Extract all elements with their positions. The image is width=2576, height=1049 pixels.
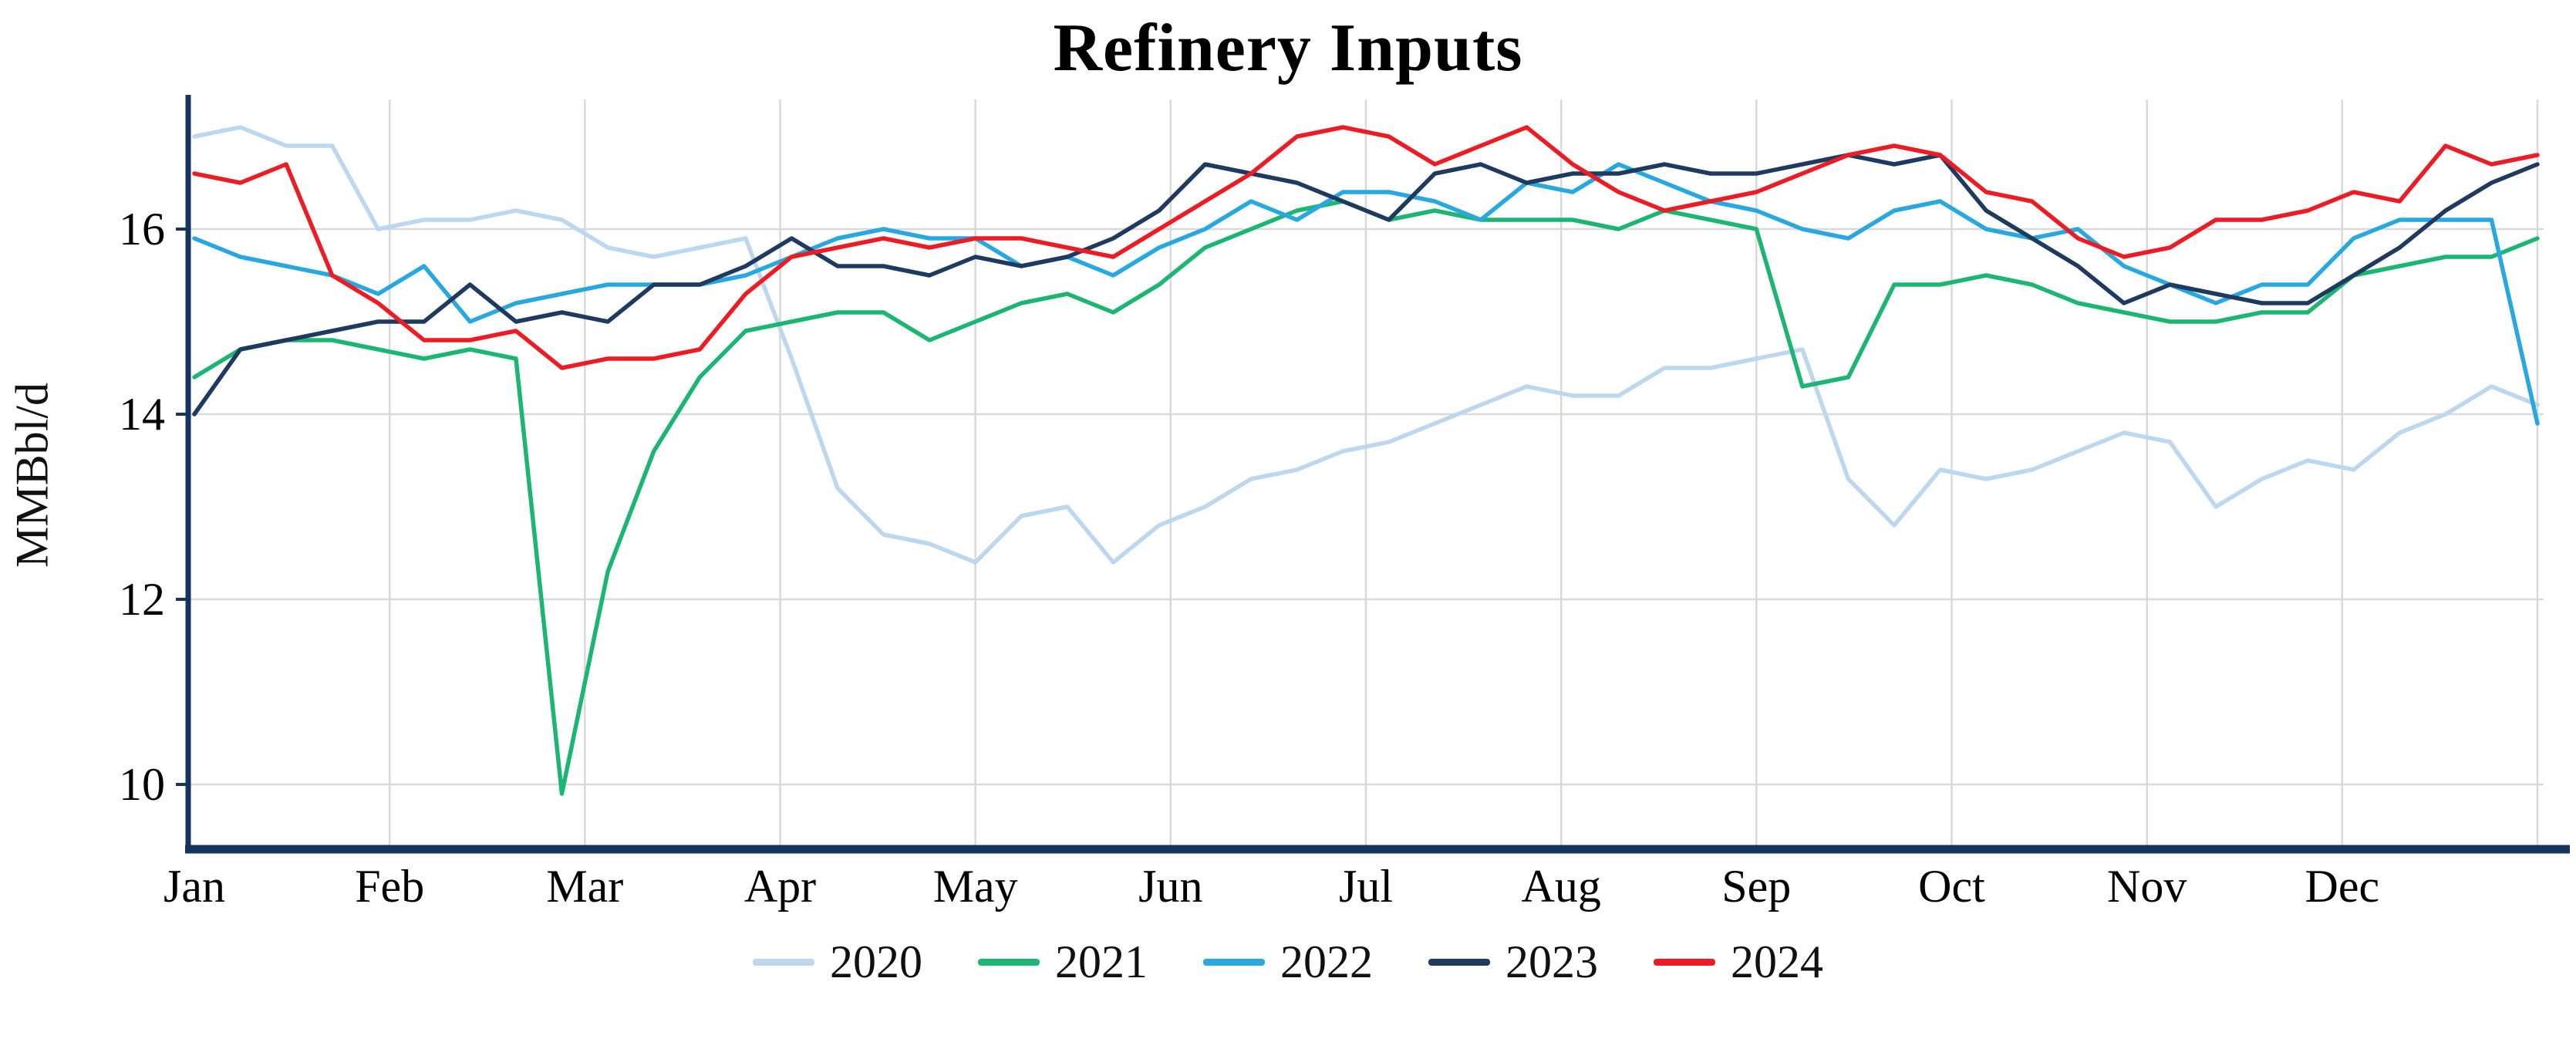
x-tick-label-may: May	[933, 861, 1018, 912]
x-tick-label-jul: Jul	[1339, 861, 1393, 912]
legend-swatch-2023	[1428, 959, 1490, 966]
x-tick-label-jan: Jan	[164, 861, 225, 912]
y-tick-label: 16	[119, 204, 165, 255]
legend-label-2023: 2023	[1505, 936, 1598, 987]
x-tick-label-oct: Oct	[1918, 861, 1985, 912]
x-tick-label-feb: Feb	[355, 861, 424, 912]
legend-swatch-2024	[1654, 959, 1715, 966]
line-chart: 10 12 14 16 Jan Feb Mar Apr May Jun Jul Aug Sep Oct No…	[119, 95, 2570, 912]
x-tick-label-aug: Aug	[1522, 861, 1601, 912]
x-tick-label-jun: Jun	[1138, 861, 1202, 912]
series-line-2024	[192, 125, 2540, 370]
legend-label-2022: 2022	[1280, 936, 1373, 987]
y-tick-label: 12	[119, 574, 165, 625]
x-tick-label-sep: Sep	[1721, 861, 1791, 912]
legend-label-2021: 2021	[1055, 936, 1148, 987]
y-tick-label: 10	[119, 759, 165, 810]
y-tick-label: 14	[119, 389, 165, 440]
series-line-2022	[192, 162, 2540, 426]
x-tick-label-dec: Dec	[2305, 861, 2380, 912]
legend-item-2021: 2021	[978, 936, 1148, 989]
series-line-2020	[192, 125, 2540, 565]
legend-label-2020: 2020	[830, 936, 922, 987]
chart-legend: 2020 2021 2022 2023 2024	[0, 936, 2576, 989]
legend-item-2022: 2022	[1203, 936, 1373, 989]
legend-item-2020: 2020	[753, 936, 922, 989]
x-tick-label-nov: Nov	[2107, 861, 2187, 912]
legend-label-2024: 2024	[1731, 936, 1823, 987]
y-axis-title: MMBbl/d	[6, 382, 58, 568]
x-tick-label-apr: Apr	[744, 861, 816, 912]
legend-swatch-2021	[978, 959, 1040, 966]
legend-swatch-2022	[1203, 959, 1265, 966]
legend-item-2024: 2024	[1654, 936, 1823, 989]
series-line-2023	[192, 153, 2540, 417]
legend-item-2023: 2023	[1428, 936, 1598, 989]
legend-swatch-2020	[753, 959, 814, 966]
chart-title: Refinery Inputs	[1053, 11, 1523, 86]
x-tick-label-mar: Mar	[546, 861, 623, 912]
